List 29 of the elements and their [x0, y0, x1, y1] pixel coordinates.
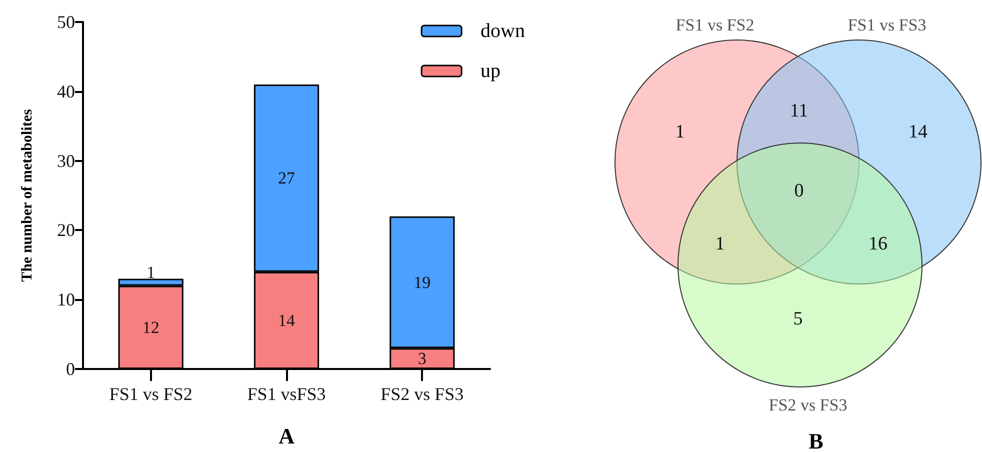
text: B — [808, 428, 824, 452]
data-label: 14 — [278, 310, 296, 330]
data-label: 19 — [414, 272, 431, 292]
x-tick-label: FS1 vs FS2 — [109, 384, 192, 404]
text: 14 — [908, 122, 928, 142]
text: 5 — [793, 308, 803, 330]
y-tick-label: 0 — [66, 359, 75, 379]
text: 1 — [675, 122, 685, 142]
y-tick-label: 10 — [57, 290, 75, 310]
text: 0 — [794, 180, 804, 202]
y-tick-label: 30 — [57, 150, 75, 171]
y-axis-title: The number of metabolites — [20, 109, 36, 282]
y-tick-label: 20 — [57, 220, 75, 240]
legend-label: down — [480, 20, 526, 42]
x-tick-label: FS1 vsFS3 — [247, 384, 326, 404]
category-label: FS1 vs FS2 — [676, 16, 754, 34]
x-tick-label: FS2 vs FS3 — [380, 384, 464, 404]
x-axis-title: A — [278, 424, 295, 448]
text: 11 — [790, 100, 808, 122]
y-tick-label: 40 — [57, 81, 75, 102]
data-label: 1 — [146, 262, 156, 282]
y-tick-label: 50 — [57, 12, 75, 32]
text: 1 — [715, 234, 725, 254]
text: 16 — [868, 234, 888, 254]
data-label: 3 — [418, 349, 426, 368]
category-label: FS1 vs FS3 — [848, 16, 926, 34]
data-label: 12 — [142, 318, 160, 337]
legend-label: up — [480, 60, 501, 82]
data-label: 27 — [278, 168, 296, 188]
